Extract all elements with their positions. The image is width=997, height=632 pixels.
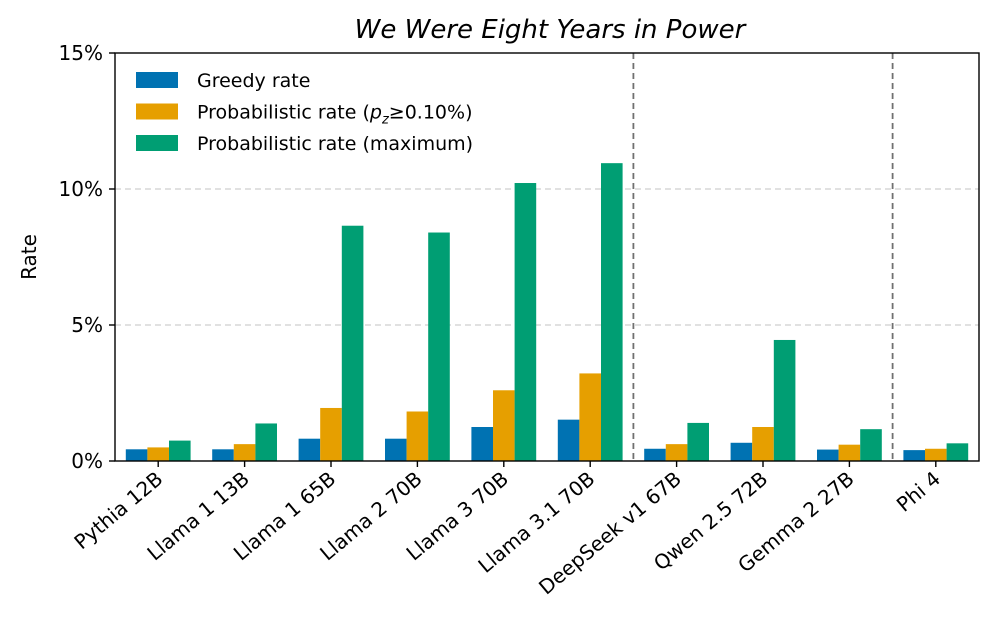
bar [925,448,947,461]
bar [255,423,277,461]
bar [493,390,515,461]
bar [341,225,364,461]
bar [125,449,148,461]
y-axis-label: Rate [17,234,41,280]
bar [860,429,882,461]
bar [730,442,753,461]
bar [320,407,342,461]
y-tick-label: 10% [59,177,103,201]
legend: Greedy rate Probabilistic rate (pz≥0.10%)… [136,70,473,155]
bar [514,183,537,462]
legend-label: Probabilistic rate (pz≥0.10%) [197,102,473,128]
bar [579,373,601,461]
legend-label: Probabilistic rate (maximum) [197,133,473,155]
plot-frame [114,52,980,462]
bars [125,163,969,462]
bar [644,448,666,461]
grid-lines [115,188,979,326]
y-tick-label: 15% [59,41,103,65]
y-tick-label: 0% [71,449,103,473]
y-axis: 0% 5% 10% 15% [59,41,115,473]
group-separators [632,53,894,461]
legend-swatch [136,103,178,120]
bar [212,449,234,461]
legend-label: Greedy rate [197,70,310,92]
bar [406,411,429,461]
bar [773,339,796,461]
x-tick-label: DeepSeek v1 67B [534,466,686,599]
bar [903,450,925,461]
bar [147,447,169,461]
bar [665,444,688,461]
bar [838,444,861,461]
bar [298,438,321,461]
x-tick-label: Phi 4 [892,466,945,516]
bar [601,163,623,461]
chart-title: We Were Eight Years in Power [355,15,748,45]
legend-swatch [136,135,178,151]
bar [557,419,580,461]
y-tick-label: 5% [71,313,103,337]
bar [169,440,191,461]
bar [817,449,839,461]
bar [471,427,493,461]
bar [385,438,407,461]
bar [687,422,709,461]
bar [946,443,969,461]
legend-swatch [136,72,178,88]
bar [233,444,256,461]
bar [428,232,450,461]
bar [752,427,774,461]
